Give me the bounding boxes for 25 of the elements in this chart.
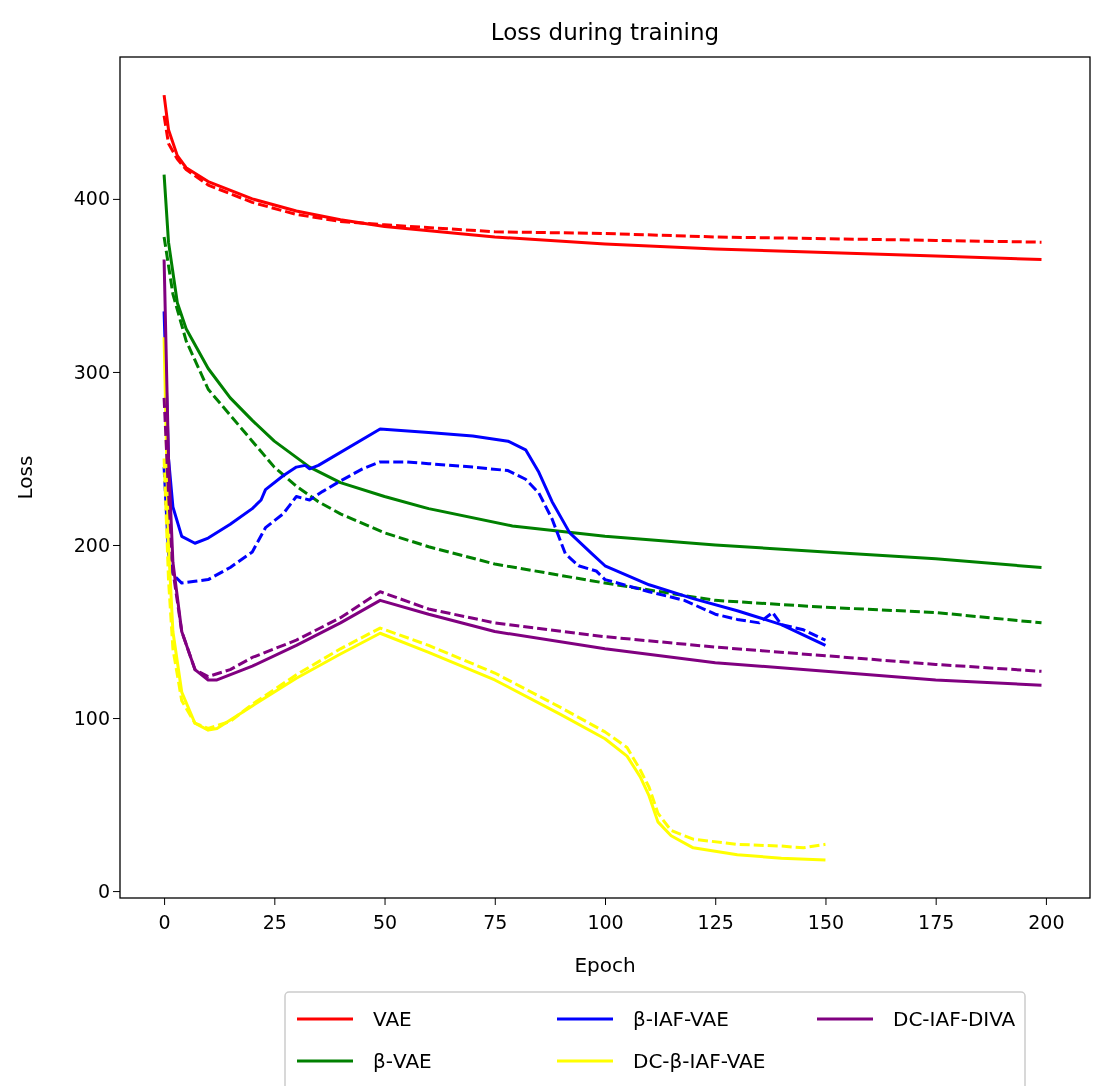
y-tick-label: 100 (73, 706, 110, 729)
x-tick-label: 50 (372, 910, 398, 933)
y-tick-label: 300 (73, 360, 110, 383)
x-tick-label: 100 (587, 910, 624, 933)
x-axis-title: Epoch (574, 953, 636, 977)
x-tick-label: 0 (158, 910, 171, 933)
x-tick-label: 175 (918, 910, 955, 933)
y-tick-label: 0 (97, 879, 110, 902)
line-series (162, 93, 1043, 261)
legend-label: VAE (373, 1007, 412, 1031)
y-tick-label: 400 (73, 187, 110, 210)
legend-label: DC-β-IAF-VAE (633, 1049, 766, 1073)
legend-label: β-VAE (373, 1049, 432, 1073)
x-tick-label: 75 (483, 910, 508, 933)
legend-label: β-IAF-VAE (633, 1007, 729, 1031)
x-tick-label: 200 (1028, 910, 1065, 933)
y-axis-title: Loss (13, 455, 37, 500)
line-series (162, 335, 827, 862)
x-tick-label: 150 (807, 910, 845, 933)
legend-label: DC-IAF-DIVA (893, 1007, 1016, 1031)
x-tick-label: 125 (697, 910, 734, 933)
y-tick-label: 200 (73, 533, 110, 556)
x-tick-label: 25 (262, 910, 287, 933)
chart-title: Loss during training (490, 19, 720, 45)
line-series (162, 257, 1043, 687)
